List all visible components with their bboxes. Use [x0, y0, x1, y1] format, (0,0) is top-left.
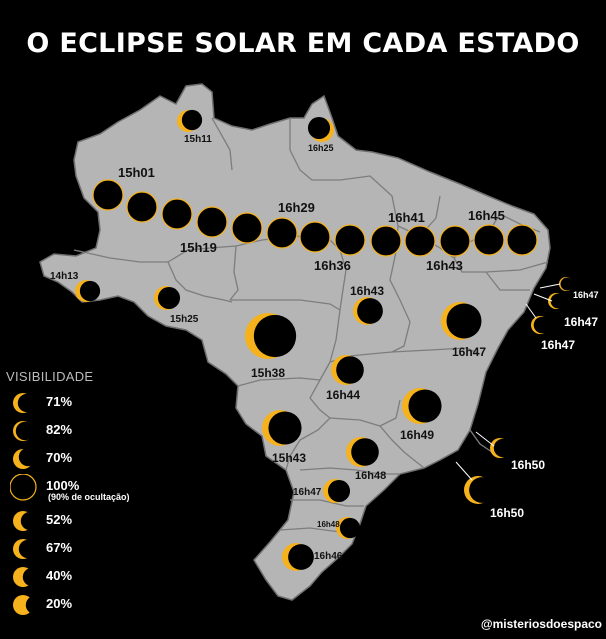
label-sp: 16h48 — [355, 470, 387, 482]
label-to: 16h43 — [350, 284, 385, 298]
label-rs: 16h46 — [314, 551, 343, 562]
label-ms: 15h43 — [272, 451, 307, 465]
label-al: 16h47 — [541, 338, 576, 352]
partial-eclipse-icon — [402, 388, 442, 424]
label-pr: 16h47 — [293, 487, 322, 498]
crescent-eclipse-icon — [13, 393, 37, 413]
partial-eclipse-icon — [464, 476, 495, 504]
legend-value: 71% — [46, 394, 73, 409]
total-eclipse-icon — [196, 206, 228, 238]
label-es: 16h50 — [511, 458, 546, 472]
crescent-eclipse-icon — [13, 447, 38, 469]
gibbous-eclipse-icon — [13, 595, 42, 615]
total-eclipse-icon — [231, 212, 263, 244]
connector-line — [533, 293, 553, 302]
gibbous-eclipse-icon — [13, 595, 42, 615]
legend-value: 52% — [46, 512, 73, 527]
label-rj: 16h50 — [490, 506, 525, 520]
half-eclipse-icon — [13, 511, 40, 531]
partial-eclipse-icon — [75, 280, 101, 302]
credit-handle: @misteriosdoespaco — [480, 617, 602, 631]
crescent-eclipse-icon — [13, 539, 38, 559]
eclipse-markers — [75, 109, 574, 571]
label-ro: 15h25 — [170, 314, 199, 325]
total-eclipse-icon — [10, 474, 37, 501]
legend-value: 40% — [46, 568, 73, 583]
crescent-eclipse-icon — [13, 539, 38, 559]
label-mg: 16h49 — [400, 428, 435, 442]
partial-eclipse-icon — [262, 410, 302, 446]
total-eclipse-icon — [266, 217, 298, 249]
partial-eclipse-icon — [282, 543, 314, 571]
connector-line — [539, 283, 561, 289]
label-ap: 16h25 — [308, 143, 334, 153]
partial-eclipse-icon — [490, 438, 513, 458]
total-eclipse-icon — [370, 225, 402, 257]
thin-crescent-eclipse-icon — [13, 421, 35, 441]
label-mt: 15h38 — [251, 366, 286, 380]
total-eclipse-icon — [126, 191, 158, 223]
connector-line — [475, 431, 495, 447]
label-path-7: 16h45 — [468, 208, 505, 223]
label-go: 16h44 — [326, 388, 361, 402]
label-ac: 14h13 — [50, 271, 79, 282]
partial-eclipse-icon — [245, 313, 297, 359]
total-eclipse-icon — [299, 221, 331, 253]
total-eclipse-icon — [334, 224, 366, 256]
legend-value: 82% — [46, 422, 73, 437]
half-eclipse-icon — [13, 567, 42, 587]
label-ba: 16h47 — [452, 345, 487, 359]
partial-eclipse-icon — [531, 316, 551, 334]
partial-eclipse-icon — [548, 293, 566, 309]
partial-eclipse-icon — [323, 479, 351, 503]
legend-value: 67% — [46, 540, 73, 555]
legend-value: 20% — [46, 596, 73, 611]
total-eclipse-icon — [161, 198, 193, 230]
label-rr: 15h11 — [184, 134, 212, 145]
label-path-2: 15h19 — [180, 240, 217, 255]
label-pb: 16h47 — [573, 290, 599, 300]
total-eclipse-icon — [473, 224, 505, 256]
partial-eclipse-icon — [346, 437, 379, 467]
page-title: O ECLIPSE SOLAR EM CADA ESTADO — [26, 28, 580, 59]
total-eclipse-icon — [506, 224, 538, 256]
crescent-eclipse-icon — [13, 393, 37, 413]
total-eclipse-icon — [92, 179, 124, 211]
label-path-4: 16h36 — [314, 258, 351, 273]
legend-title: VISIBILIDADE — [6, 369, 94, 384]
label-sc: 16h48 — [317, 520, 340, 529]
thin-crescent-eclipse-icon — [13, 421, 35, 441]
total-eclipse-icon — [439, 225, 471, 257]
label-path-5: 16h41 — [388, 210, 425, 225]
label-path-3: 16h29 — [278, 200, 315, 215]
partial-eclipse-icon — [353, 297, 383, 325]
partial-eclipse-icon — [177, 109, 203, 132]
crescent-eclipse-icon — [13, 447, 38, 469]
total-eclipse-icon — [10, 474, 37, 501]
label-pe: 16h47 — [564, 315, 599, 329]
label-path-6: 16h43 — [426, 258, 463, 273]
partial-eclipse-icon — [559, 277, 574, 291]
legend-value: 70% — [46, 450, 73, 465]
half-eclipse-icon — [13, 511, 40, 531]
label-path-1: 15h01 — [118, 165, 155, 180]
partial-eclipse-icon — [307, 116, 334, 142]
connector-line — [525, 303, 537, 319]
legend-value: 100% — [46, 478, 80, 493]
legend-note: (90% de ocultação) — [48, 492, 130, 502]
partial-eclipse-icon — [441, 302, 482, 340]
total-eclipse-icon — [404, 225, 436, 257]
partial-eclipse-icon — [336, 517, 361, 539]
partial-eclipse-icon — [154, 286, 181, 310]
connector-line — [455, 461, 473, 481]
partial-eclipse-icon — [331, 355, 364, 385]
half-eclipse-icon — [13, 567, 42, 587]
